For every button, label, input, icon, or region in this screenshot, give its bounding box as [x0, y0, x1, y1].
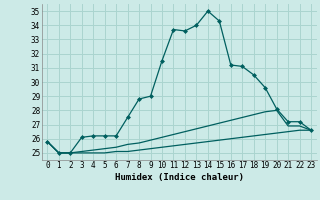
X-axis label: Humidex (Indice chaleur): Humidex (Indice chaleur)	[115, 173, 244, 182]
